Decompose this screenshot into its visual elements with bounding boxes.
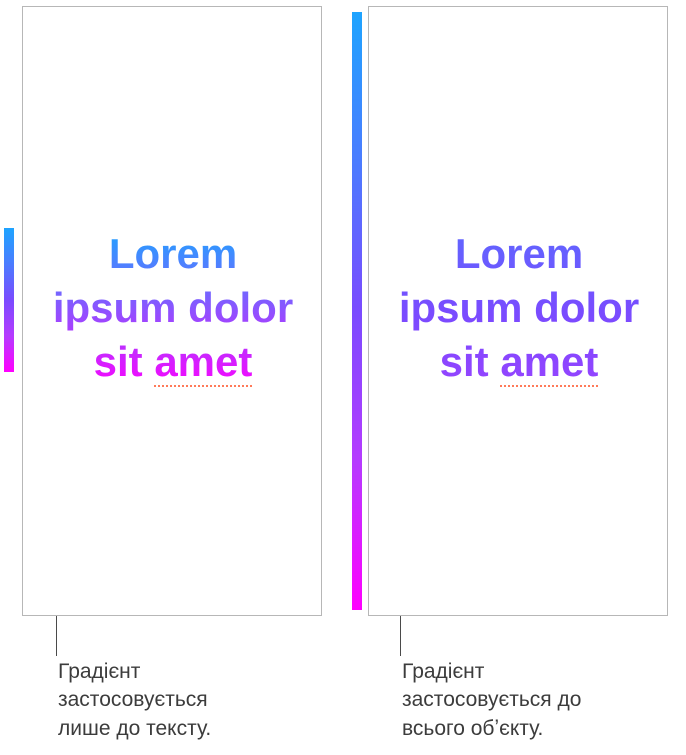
caption-text-gradient: Градієнт застосовується лише до тексту.	[58, 658, 313, 743]
sample-line-3a: sit	[440, 338, 501, 385]
sample-line-2: ipsum dolor	[399, 284, 639, 331]
caption-left-line3: лише до тексту.	[58, 717, 211, 740]
caption-right-line2: застосовується до	[402, 688, 581, 711]
sample-line-1: Lorem	[455, 230, 583, 277]
caption-left-line2: застосовується	[58, 688, 208, 711]
caption-object-gradient: Градієнт застосовується до всього обʼєкт…	[402, 658, 672, 743]
caption-left-line1: Градієнт	[58, 660, 140, 683]
callout-line-right	[400, 616, 401, 656]
callout-line-left	[56, 616, 57, 656]
diagram-canvas: Lorem ipsum dolor sit amet Lorem ipsum d…	[0, 0, 686, 755]
example-panel-text-gradient: Lorem ipsum dolor sit amet	[22, 6, 322, 616]
sample-line-3b-underlined: amet	[154, 338, 252, 387]
sample-line-2: ipsum dolor	[53, 284, 293, 331]
sample-line-1: Lorem	[109, 230, 237, 277]
gradient-indicator-text-only	[4, 228, 14, 372]
gradient-indicator-object	[352, 12, 362, 610]
caption-right-line3: всього обʼєкту.	[402, 717, 543, 740]
sample-line-3b-underlined: amet	[500, 338, 598, 387]
sample-text-text-gradient: Lorem ipsum dolor sit amet	[33, 227, 313, 388]
caption-right-line1: Градієнт	[402, 660, 484, 683]
sample-line-3a: sit	[94, 338, 155, 385]
example-panel-object-gradient: Lorem ipsum dolor sit amet	[368, 6, 668, 616]
sample-text-object-gradient: Lorem ipsum dolor sit amet	[379, 227, 659, 388]
